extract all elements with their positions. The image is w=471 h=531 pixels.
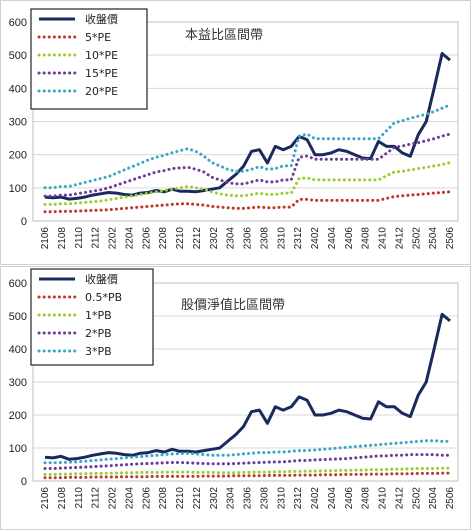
x-tick-label: 2110 <box>74 227 85 249</box>
x-tick-label: 2204 <box>124 227 135 250</box>
series-line-2 <box>43 161 452 206</box>
series-line-0 <box>44 312 451 461</box>
x-tick-label: 2402 <box>310 227 321 250</box>
y-tick-label: 0 <box>21 216 27 228</box>
legend-box <box>30 8 148 110</box>
x-tick-label: 2404 <box>327 487 338 510</box>
series-line-1 <box>43 190 452 214</box>
y-tick-label: 200 <box>9 410 27 422</box>
series-line-0 <box>44 52 451 201</box>
y-tick-label: 200 <box>9 150 27 162</box>
series-line-2 <box>43 466 452 476</box>
series-line-1 <box>43 471 452 480</box>
y-tick-label: 600 <box>9 17 27 29</box>
x-tick-label: 2506 <box>445 487 456 510</box>
legend-label: 0.5*PB <box>85 291 122 304</box>
x-tick-label: 2310 <box>276 227 287 250</box>
series-line-3 <box>43 132 452 198</box>
x-tick-label: 2302 <box>209 227 220 250</box>
x-tick-label: 2210 <box>175 227 186 250</box>
x-tick-label: 2404 <box>327 227 338 250</box>
x-tick-label: 2202 <box>108 487 119 510</box>
x-tick-label: 2106 <box>40 487 51 510</box>
x-tick-label: 2502 <box>411 487 422 510</box>
x-tick-label: 2208 <box>158 487 169 510</box>
x-tick-label: 2412 <box>394 487 405 510</box>
x-tick-label: 2504 <box>428 487 439 510</box>
x-tick-label: 2212 <box>192 227 203 250</box>
x-tick-label: 2212 <box>192 487 203 510</box>
x-tick-label: 2112 <box>91 227 102 249</box>
y-tick-label: 300 <box>9 377 27 389</box>
x-tick-label: 2304 <box>226 227 237 250</box>
x-tick-label: 2108 <box>57 487 68 510</box>
x-tick-label: 2304 <box>226 487 237 510</box>
x-tick-label: 2402 <box>310 487 321 510</box>
x-tick-label: 2506 <box>445 227 456 250</box>
plot-area <box>32 21 459 222</box>
x-tick-label: 2406 <box>344 487 355 510</box>
x-tick-label: 2410 <box>378 487 389 510</box>
x-tick-label: 2502 <box>411 227 422 250</box>
legend-label: 3*PB <box>85 345 112 358</box>
y-tick-label: 500 <box>9 50 27 62</box>
x-tick-label: 2206 <box>141 487 152 510</box>
legend-label: 20*PE <box>85 85 118 98</box>
y-tick-label: 300 <box>9 117 27 129</box>
series-line-4 <box>43 439 452 465</box>
pb-band-chart-svg: 0 100 200 300 400 500 600 2106 2108 2110 2112 2202 2… <box>9 268 459 510</box>
x-tick-label: 2410 <box>378 227 389 250</box>
x-tick-label: 2106 <box>40 227 51 250</box>
pe-band-chart-svg: 0 100 200 300 400 500 600 2106 2108 2110 2112 2202 2… <box>9 8 459 250</box>
series-line-3 <box>43 453 452 470</box>
x-tick-label: 2108 <box>57 227 68 250</box>
chart-title: 股價淨值比區間帶 <box>181 297 285 313</box>
x-tick-label: 2306 <box>243 227 254 250</box>
y-tick-label: 400 <box>9 83 27 95</box>
plot-area <box>32 282 459 482</box>
y-tick-label: 400 <box>9 344 27 356</box>
x-tick-label: 2412 <box>394 227 405 250</box>
x-tick-label: 2110 <box>74 487 85 509</box>
x-tick-label: 2504 <box>428 227 439 250</box>
legend-label: 5*PE <box>85 31 111 44</box>
x-tick-label: 2310 <box>276 487 287 510</box>
y-tick-label: 100 <box>9 183 27 195</box>
x-tick-label: 2312 <box>293 487 304 510</box>
y-tick-label: 600 <box>9 278 27 290</box>
x-tick-label: 2408 <box>361 487 372 510</box>
x-tick-label: 2112 <box>91 487 102 509</box>
x-tick-label: 2308 <box>259 487 270 510</box>
x-tick-label: 2308 <box>259 227 270 250</box>
x-tick-label: 2312 <box>293 227 304 250</box>
legend-box <box>30 268 154 366</box>
legend-label: 15*PE <box>85 67 118 80</box>
y-tick-label: 0 <box>21 476 27 488</box>
x-tick-label: 2302 <box>209 487 220 510</box>
pb-band-chart: 0 100 200 300 400 500 600 2106 2108 2110 2112 2202 2… <box>0 266 471 530</box>
x-tick-label: 2206 <box>141 227 152 250</box>
x-tick-label: 2202 <box>108 227 119 250</box>
x-tick-label: 2408 <box>361 227 372 250</box>
y-tick-label: 100 <box>9 443 27 455</box>
legend-label: 收盤價 <box>85 12 118 26</box>
y-tick-label: 500 <box>9 311 27 323</box>
pe-band-chart: 0 100 200 300 400 500 600 2106 2108 2110 2112 2202 2… <box>0 0 471 265</box>
x-tick-label: 2306 <box>243 487 254 510</box>
legend-label: 2*PB <box>85 327 112 340</box>
x-tick-label: 2204 <box>124 487 135 510</box>
x-tick-label: 2210 <box>175 487 186 510</box>
chart-title: 本益比區間帶 <box>185 28 263 43</box>
legend-label: 收盤價 <box>85 272 118 286</box>
legend-label: 1*PB <box>85 309 112 322</box>
x-tick-label: 2406 <box>344 227 355 250</box>
series-line-4 <box>43 103 452 190</box>
x-tick-label: 2208 <box>158 227 169 250</box>
legend-label: 10*PE <box>85 49 118 62</box>
